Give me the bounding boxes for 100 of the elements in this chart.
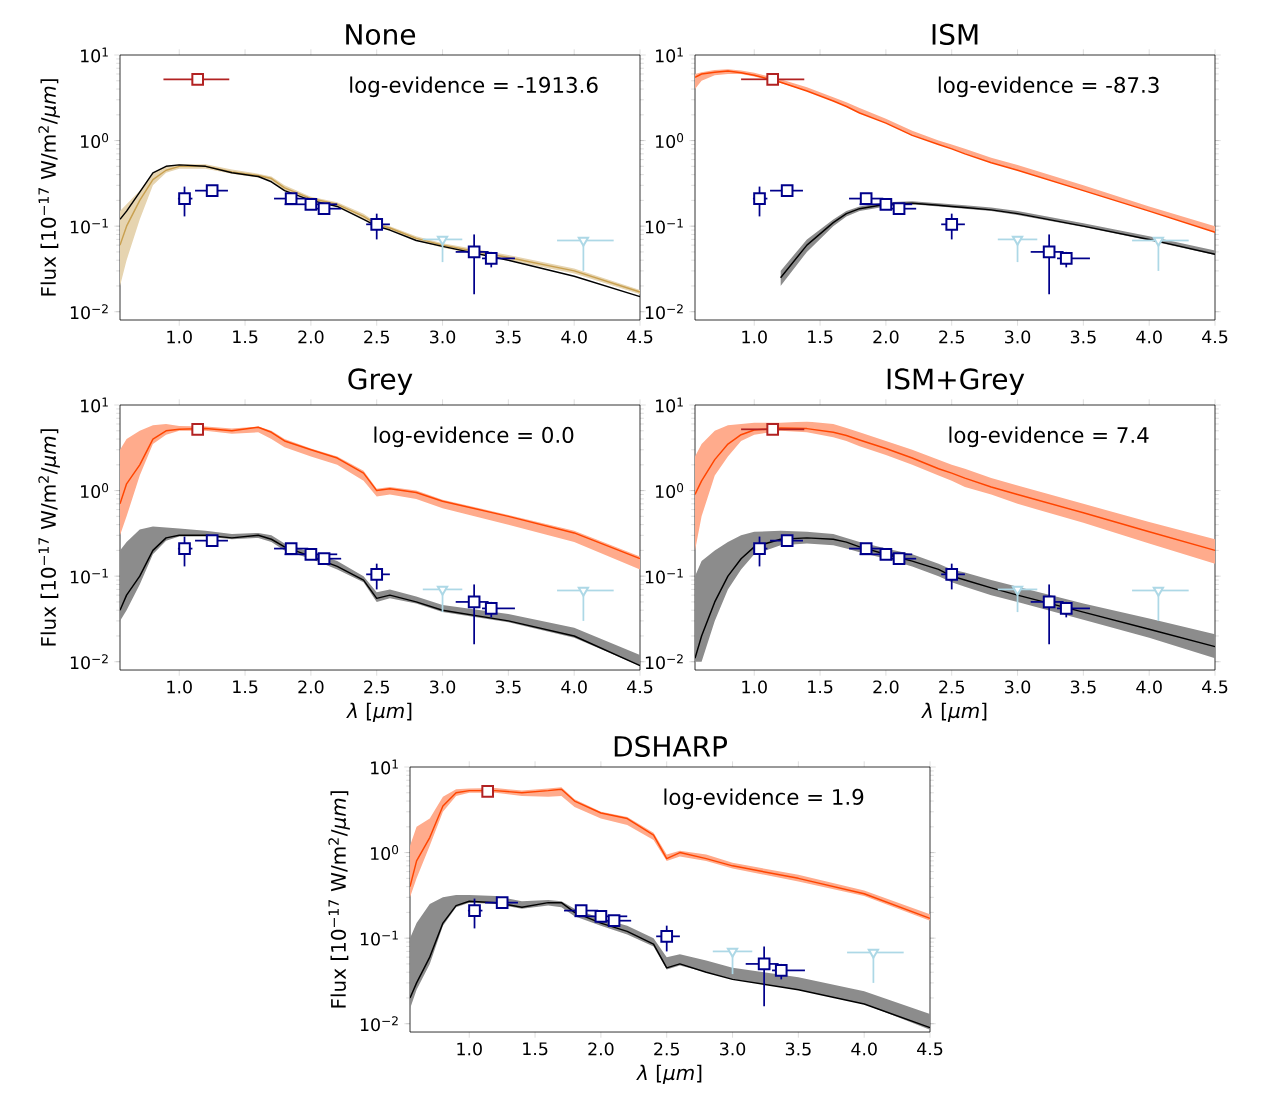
y-tick-label: 10$^{−1}$ bbox=[70, 218, 108, 234]
x-tick-label: 4.5 bbox=[1202, 330, 1228, 344]
y-tick-label: 10$^{−2}$ bbox=[645, 654, 683, 670]
point bbox=[1152, 586, 1165, 597]
chart-title: Grey bbox=[348, 368, 413, 395]
x-tick-label: 1.5 bbox=[808, 330, 833, 344]
x-tick-label: 1.5 bbox=[808, 680, 833, 694]
x-tick-label: 3.0 bbox=[720, 1042, 746, 1056]
x-tick-label: 2.0 bbox=[298, 680, 324, 694]
point bbox=[660, 930, 674, 943]
point bbox=[284, 192, 298, 205]
chart-title: DSHARP bbox=[614, 735, 728, 757]
point bbox=[892, 202, 906, 216]
x-tick-label: 1.0 bbox=[457, 1042, 482, 1056]
point bbox=[867, 948, 880, 959]
chart-title: ISM bbox=[932, 23, 978, 45]
x-tick-label: 1.0 bbox=[742, 330, 767, 344]
y-tick-label: 10$^{0}$ bbox=[656, 483, 684, 499]
point bbox=[879, 547, 893, 561]
x-tick-label: 3.0 bbox=[1005, 330, 1031, 344]
x-tick-label: 2.0 bbox=[873, 680, 899, 694]
y-tick-label: 10$^{1}$ bbox=[81, 397, 108, 413]
x-tick-label: 1.5 bbox=[233, 680, 258, 694]
x-tick-label: 4.5 bbox=[917, 1042, 943, 1056]
x-tick-label: 2.5 bbox=[364, 330, 389, 344]
x-axis-title: λ [μm] bbox=[636, 1064, 702, 1085]
annotation: log-evidence = 0.0 bbox=[374, 426, 574, 448]
point bbox=[436, 235, 449, 246]
point bbox=[205, 534, 219, 547]
x-tick-label: 4.0 bbox=[1136, 330, 1162, 344]
point bbox=[1011, 235, 1024, 246]
annotation: log-evidence = 7.4 bbox=[949, 426, 1149, 448]
point bbox=[205, 184, 219, 197]
point bbox=[304, 197, 318, 211]
chart-title: None bbox=[346, 24, 416, 45]
point bbox=[495, 896, 509, 909]
point bbox=[304, 547, 318, 561]
x-tick-label: 1.5 bbox=[233, 330, 258, 344]
annotation: log-evidence = -1913.6 bbox=[350, 76, 598, 98]
point bbox=[370, 568, 384, 581]
point bbox=[577, 236, 590, 247]
x-tick-label: 3.0 bbox=[1005, 680, 1031, 694]
y-tick-label: 10$^{−2}$ bbox=[70, 654, 108, 670]
y-tick-label: 10$^{−1}$ bbox=[360, 930, 398, 946]
x-tick-label: 1.0 bbox=[742, 680, 767, 694]
point bbox=[757, 957, 771, 971]
y-tick-label: 10$^{1}$ bbox=[371, 759, 398, 775]
point bbox=[945, 568, 959, 581]
point bbox=[467, 595, 481, 609]
point bbox=[879, 197, 893, 211]
y-tick-label: 10$^{−1}$ bbox=[70, 568, 108, 584]
x-tick-label: 3.5 bbox=[1070, 330, 1096, 344]
x-tick-label: 4.0 bbox=[851, 1042, 877, 1056]
point bbox=[467, 245, 481, 259]
point bbox=[284, 542, 298, 555]
x-tick-label: 2.0 bbox=[298, 330, 324, 344]
x-tick-label: 2.0 bbox=[873, 330, 899, 344]
point bbox=[574, 904, 588, 917]
annotation: log-evidence = 1.9 bbox=[664, 788, 864, 810]
point bbox=[607, 914, 621, 928]
x-tick-label: 4.5 bbox=[1202, 680, 1228, 694]
x-tick-label: 3.5 bbox=[785, 1042, 811, 1056]
y-tick-label: 10$^{0}$ bbox=[81, 133, 109, 149]
y-tick-label: 10$^{1}$ bbox=[656, 47, 683, 63]
point bbox=[436, 585, 449, 596]
x-axis-title: λ [μm] bbox=[346, 702, 412, 723]
y-tick-label: 10$^{−1}$ bbox=[645, 218, 683, 234]
x-tick-label: 2.5 bbox=[939, 330, 964, 344]
point bbox=[317, 552, 331, 566]
x-tick-label: 2.5 bbox=[654, 1042, 679, 1056]
x-tick-label: 4.0 bbox=[561, 680, 587, 694]
point bbox=[594, 909, 608, 923]
point bbox=[892, 552, 906, 566]
y-tick-label: 10$^{0}$ bbox=[656, 133, 684, 149]
point bbox=[780, 184, 794, 197]
point bbox=[859, 542, 873, 555]
x-tick-label: 3.5 bbox=[1070, 680, 1096, 694]
y-tick-label: 10$^{−2}$ bbox=[645, 304, 683, 320]
point bbox=[766, 72, 780, 86]
x-tick-label: 3.0 bbox=[430, 680, 456, 694]
point bbox=[481, 784, 495, 798]
point bbox=[577, 586, 590, 597]
x-tick-label: 3.5 bbox=[495, 680, 521, 694]
y-tick-label: 10$^{1}$ bbox=[81, 47, 108, 63]
point bbox=[317, 202, 331, 216]
x-tick-label: 1.5 bbox=[523, 1042, 548, 1056]
y-tick-label: 10$^{−2}$ bbox=[360, 1016, 398, 1032]
x-tick-label: 4.0 bbox=[561, 330, 587, 344]
x-tick-label: 2.0 bbox=[588, 1042, 614, 1056]
y-tick-label: 10$^{−2}$ bbox=[70, 304, 108, 320]
point bbox=[945, 218, 959, 231]
x-axis-title: λ [μm] bbox=[921, 702, 987, 723]
x-tick-label: 3.5 bbox=[495, 330, 521, 344]
x-tick-label: 4.5 bbox=[627, 680, 653, 694]
point bbox=[1042, 245, 1056, 259]
x-tick-label: 2.5 bbox=[364, 680, 389, 694]
x-tick-label: 1.0 bbox=[167, 330, 192, 344]
point bbox=[766, 422, 780, 436]
x-tick-label: 2.5 bbox=[939, 680, 964, 694]
point bbox=[1152, 236, 1165, 247]
